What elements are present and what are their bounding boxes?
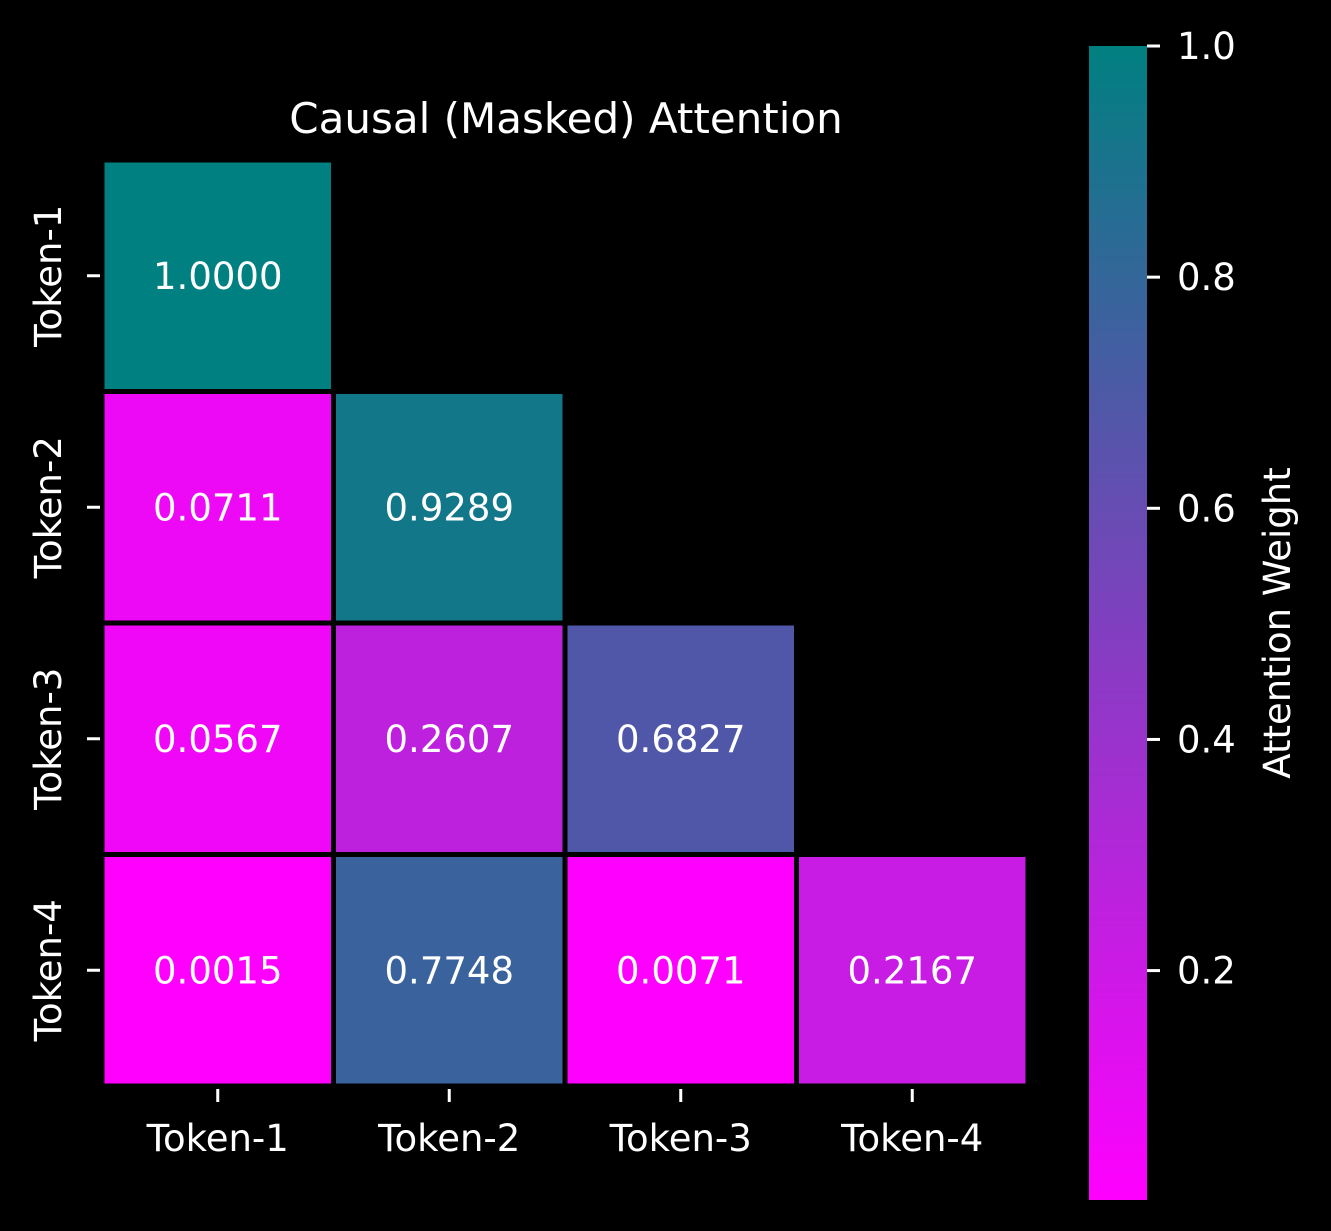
- x-tick-label: Token-1: [146, 1117, 289, 1160]
- x-tick-label: Token-4: [840, 1117, 983, 1160]
- x-tick-label: Token-2: [377, 1117, 520, 1160]
- colorbar-gradient: [1089, 46, 1147, 1200]
- cell-value-label: 0.0015: [153, 949, 282, 992]
- heatmap-cell-r2-c2: [336, 394, 563, 621]
- y-axis: Token-1 Token-2 Token-3 Token-4: [27, 205, 100, 1042]
- cell-value-label: 0.2167: [848, 949, 977, 992]
- chart-title: Causal (Masked) Attention: [289, 94, 842, 143]
- heatmap-cell-r1-c1: [104, 162, 331, 389]
- cell-value-label: 0.0567: [153, 718, 282, 761]
- cell-value-label: 1.0000: [153, 255, 282, 298]
- cell-value-label: 0.7748: [385, 949, 514, 992]
- y-tick-label: Token-3: [27, 668, 70, 811]
- y-tick-label: Token-1: [27, 205, 70, 348]
- heatmap-cell-r4-c3: [567, 857, 794, 1084]
- y-tick-label: Token-2: [27, 436, 70, 579]
- heatmap-cell-r2-c1: [104, 394, 331, 621]
- cell-value-label: 0.0071: [616, 949, 745, 992]
- colorbar-tick-label: 0.6: [1177, 487, 1236, 530]
- colorbar-tick-label: 0.4: [1177, 718, 1236, 761]
- heatmap-cell-r4-c2: [336, 857, 563, 1084]
- x-tick-label: Token-3: [609, 1117, 752, 1160]
- colorbar: 0.2 0.4 0.6 0.8 1.0: [1089, 25, 1236, 1200]
- heatmap-cell-r3-c2: [336, 625, 563, 852]
- cell-value-label: 0.6827: [616, 718, 745, 761]
- colorbar-tick-label: 0.2: [1177, 950, 1236, 993]
- heatmap-cell-r4-c4: [799, 857, 1026, 1084]
- colorbar-label: Attention Weight: [1256, 467, 1299, 778]
- heatmap-cells: 1.0000 0.0711 0.9289 0.0567 0.2607 0.6827 0.00…: [104, 162, 1026, 1084]
- cell-value-label: 0.2607: [385, 718, 514, 761]
- heatmap-cell-r4-c1: [104, 857, 331, 1084]
- heatmap-cell-r3-c1: [104, 625, 331, 852]
- cell-value-label: 0.0711: [153, 486, 282, 529]
- cell-value-label: 0.9289: [385, 486, 514, 529]
- colorbar-tick-label: 0.8: [1177, 256, 1236, 299]
- heatmap-cell-r3-c3: [567, 625, 794, 852]
- colorbar-tick-label: 1.0: [1177, 25, 1236, 68]
- x-axis: Token-1 Token-2 Token-3 Token-4: [146, 1089, 983, 1160]
- y-tick-label: Token-4: [27, 899, 70, 1042]
